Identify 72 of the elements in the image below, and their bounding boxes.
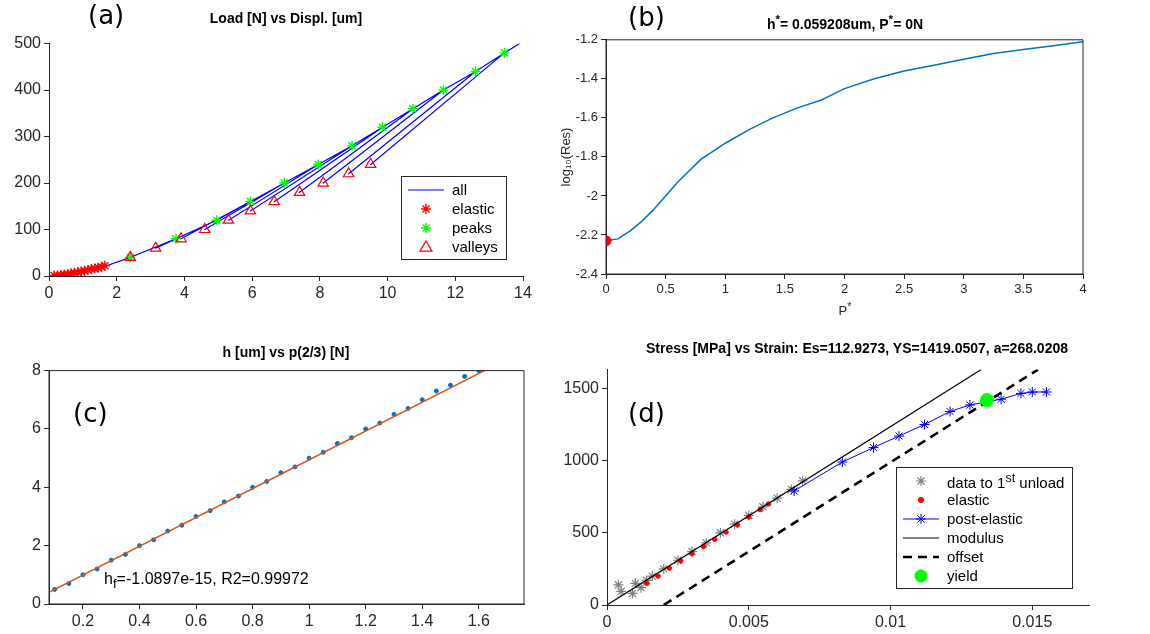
- y-tick-label: -2: [586, 187, 598, 203]
- x-tick-label: 1.5: [775, 281, 794, 297]
- y-tick-label: 2: [32, 536, 42, 554]
- legend-label: data to 1$^{st}$ unload: [947, 470, 1065, 491]
- x-tick-label: 0: [44, 284, 54, 302]
- annotation: (c): [73, 398, 108, 428]
- x-tick-label: 2: [840, 281, 849, 297]
- x-tick-label: 4: [1079, 281, 1087, 297]
- x-tick-label: 1: [721, 281, 729, 297]
- x-tick-label: 0: [602, 281, 610, 297]
- y-tick-label: 8: [32, 361, 42, 379]
- x-tick-label: 0.005: [728, 613, 769, 631]
- x-tick-label: 0.4: [128, 612, 151, 630]
- y-tick-label: 200: [14, 173, 42, 191]
- y-tick-label: -2.4: [575, 265, 598, 281]
- x-tick-label: 1: [304, 612, 314, 630]
- annotation: h$_{f}$=-1.0897e-15, R2=0.99972: [104, 570, 309, 592]
- y-tick-label: -2.2: [575, 226, 598, 242]
- x-tick-label: 8: [315, 284, 325, 302]
- y-tick-label: 500: [572, 523, 600, 541]
- legend-label: post-elastic: [947, 510, 1023, 527]
- x-tick-label: 0: [602, 613, 612, 631]
- y-tick-label: 0: [590, 595, 600, 613]
- x-tick-label: 3.5: [1014, 281, 1033, 297]
- y-tick-label: -1.6: [575, 109, 598, 125]
- chart-title: h$^{*}$= 0.059208um, P$^{*}$= 0N: [766, 12, 924, 32]
- y-tick-label: 400: [14, 80, 42, 98]
- chart-title: h [um] vs p(2/3) [N]: [222, 344, 350, 360]
- legend-label: peaks: [452, 219, 493, 236]
- y-tick-label: 1000: [563, 450, 600, 468]
- y-tick-label: 0: [32, 594, 42, 612]
- x-tick-label: 0.8: [241, 612, 264, 630]
- y-tick-label: 100: [14, 219, 42, 237]
- legend-label: elastic: [947, 491, 990, 508]
- legend-label: all: [452, 181, 468, 198]
- legend-label: yield: [947, 567, 978, 584]
- chart-title: Load [N] vs Displ. [um]: [209, 10, 363, 26]
- x-tick-label: 4: [179, 284, 189, 302]
- x-tick-label: 0.01: [874, 613, 907, 631]
- y-tick-label: -1.2: [575, 31, 598, 47]
- y-tick-label: 0: [32, 266, 42, 284]
- x-tick-label: 0.015: [1012, 613, 1053, 631]
- x-tick-label: 6: [247, 284, 257, 302]
- x-tick-label: 10: [378, 284, 397, 302]
- x-tick-label: 0.5: [656, 281, 675, 297]
- y-tick-label: 6: [32, 419, 42, 437]
- y-tick-label: 1500: [563, 378, 600, 396]
- y-tick-label: 300: [14, 126, 42, 144]
- x-tick-label: 12: [446, 284, 465, 302]
- legend-label: elastic: [452, 200, 495, 217]
- y-axis-title: log₁₀(Res): [557, 127, 573, 187]
- y-tick-label: -1.8: [575, 148, 598, 164]
- legend-label: offset: [947, 548, 984, 565]
- text: (a): [88, 0, 125, 30]
- text: (b): [628, 2, 665, 32]
- chart-title: Stress [MPa] vs Strain: Es=112.9273, YS=1419.0507, a=268.0208: [646, 340, 1068, 356]
- y-tick-label: 500: [14, 34, 42, 52]
- x-tick-label: 1.2: [354, 612, 377, 630]
- x-tick-label: 2: [112, 284, 122, 302]
- annotation: (d): [628, 398, 665, 428]
- x-tick-label: 0.6: [184, 612, 208, 630]
- x-tick-label: 1.4: [411, 612, 434, 630]
- x-tick-label: 3: [960, 281, 968, 297]
- x-axis-title: P$^{*}$: [838, 300, 852, 319]
- y-tick-label: -1.4: [575, 70, 598, 86]
- y-tick-label: 4: [32, 477, 42, 495]
- legend-label: valleys: [452, 238, 498, 255]
- x-tick-label: 0.2: [71, 612, 95, 630]
- legend-label: modulus: [947, 529, 1004, 546]
- x-tick-label: 1.6: [467, 612, 490, 630]
- x-tick-label: 14: [514, 284, 532, 302]
- x-tick-label: 2.5: [895, 281, 914, 297]
